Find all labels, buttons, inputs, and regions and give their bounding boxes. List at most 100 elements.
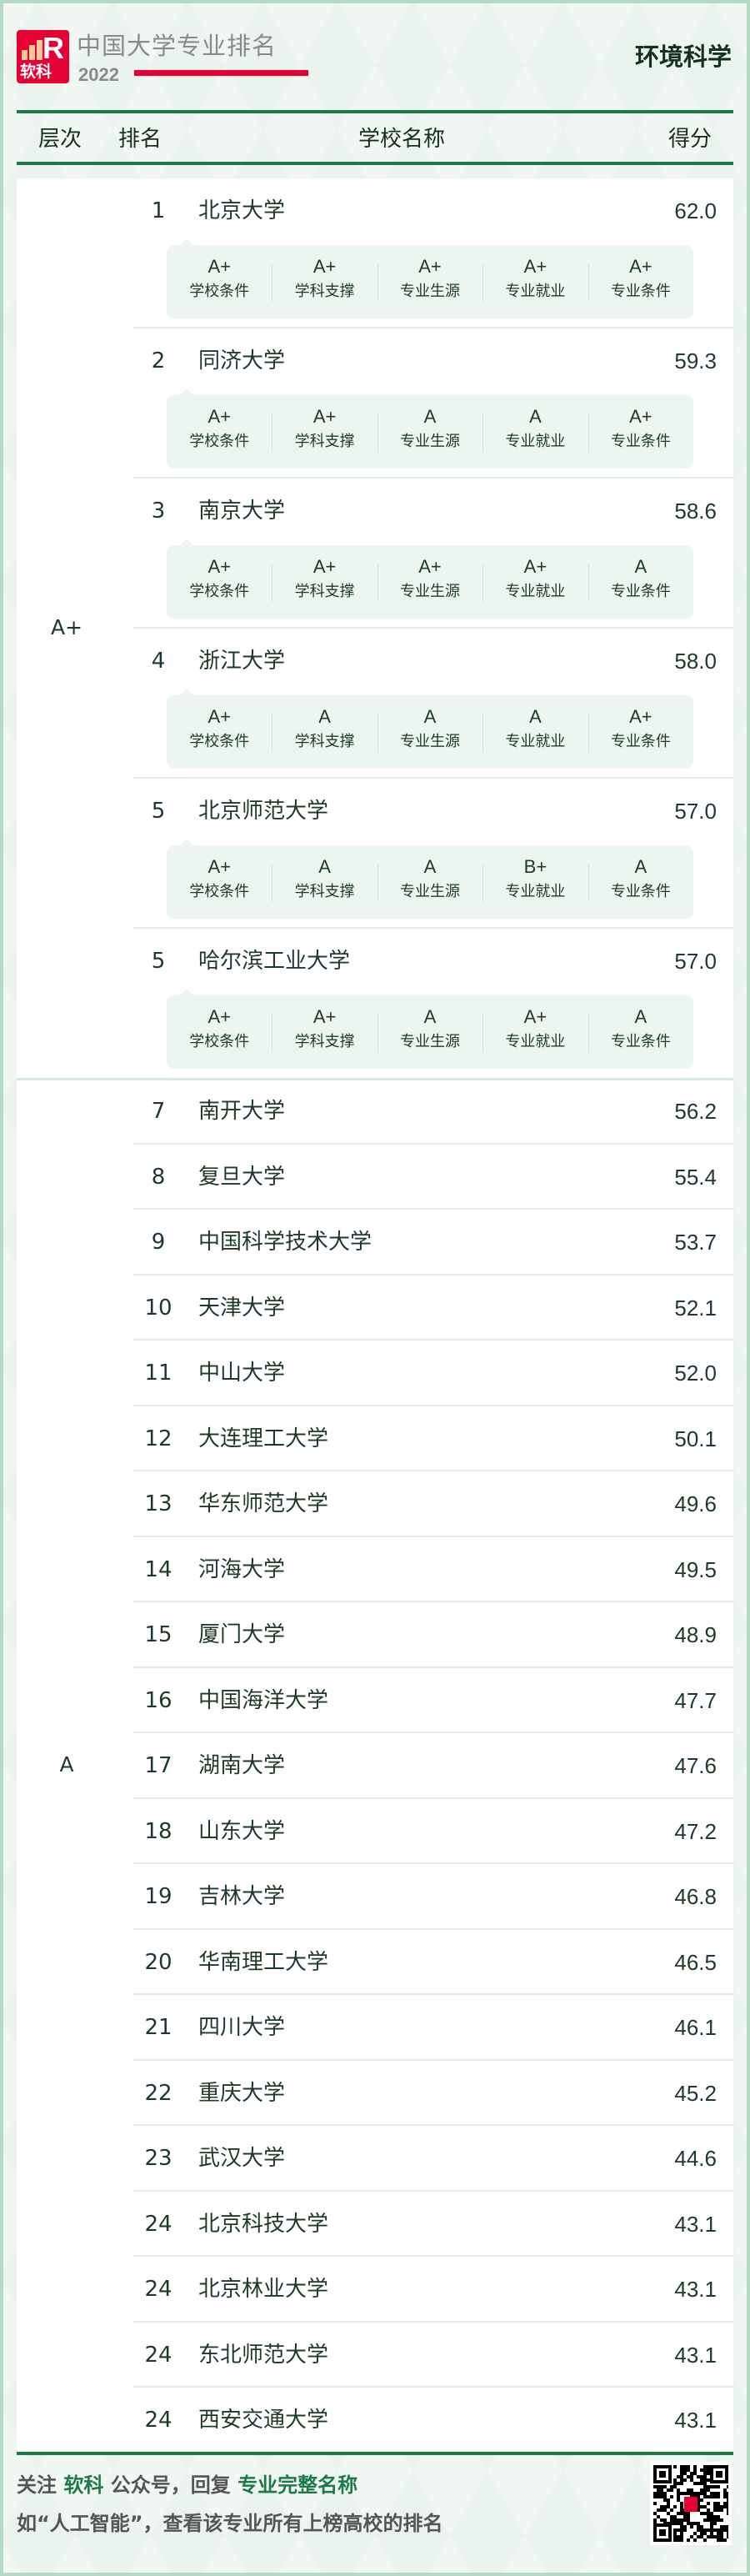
table-row[interactable]: 24 北京科技大学 43.1 [117, 2192, 733, 2257]
score: 46.5 [674, 1949, 717, 1975]
grade-item: A+ 专业条件 [588, 695, 693, 769]
table-row[interactable]: 7 南开大学 56.2 [117, 1079, 733, 1145]
rank: 19 [144, 1884, 172, 1909]
table-row[interactable]: 5 哈尔滨工业大学 57.0 A+ 学校条件 A+ 学科支撑 A 专业生源 A+ 专业就业 A 专业条件 [117, 929, 733, 1079]
school-name[interactable]: 湖南大学 [198, 1753, 286, 1778]
table-row[interactable]: 15 厦门大学 48.9 [117, 1602, 733, 1668]
grade-item: A+ 学校条件 [167, 695, 272, 769]
footer-line-1: 关注 软科 公众号，回复 专业完整名称 [17, 2473, 358, 2498]
rank: 5 [151, 799, 166, 824]
grade-item: A 专业条件 [588, 545, 693, 619]
score: 43.1 [674, 2342, 717, 2368]
school-name[interactable]: 四川大学 [198, 2015, 286, 2040]
brand-title: 中国大学专业排名 [77, 32, 278, 60]
row-divider [133, 1208, 733, 1210]
grade-label: 学科支撑 [294, 883, 355, 900]
school-name[interactable]: 北京科技大学 [198, 2211, 329, 2237]
school-name[interactable]: 吉林大学 [198, 1884, 286, 1909]
school-name[interactable]: 华东师范大学 [198, 1491, 329, 1516]
grade-item: A+ 学科支撑 [272, 245, 377, 318]
rank: 9 [151, 1230, 166, 1255]
table-row[interactable]: 24 东北师范大学 43.1 [117, 2323, 733, 2388]
grade-value: A+ [418, 556, 442, 577]
table-row[interactable]: 2 同济大学 59.3 A+ 学校条件 A+ 学科支撑 A 专业生源 A 专业就业 A+ 专业条件 [117, 328, 733, 479]
rank: 14 [144, 1556, 172, 1582]
school-name[interactable]: 哈尔滨工业大学 [198, 949, 351, 974]
grade-item: A 专业就业 [482, 695, 588, 769]
table-row[interactable]: 23 武汉大学 44.6 [117, 2126, 733, 2192]
table-row[interactable]: 14 河海大学 49.5 [117, 1537, 733, 1602]
table-row[interactable]: 9 中国科学技术大学 53.7 [117, 1210, 733, 1275]
grade-value: A [634, 556, 648, 577]
grade-label: 专业生源 [400, 733, 461, 750]
school-name[interactable]: 武汉大学 [198, 2146, 286, 2171]
school-name[interactable]: 中国科学技术大学 [198, 1230, 372, 1255]
footer-text-segment: 软科 [63, 2473, 104, 2497]
school-name[interactable]: 河海大学 [198, 1556, 286, 1582]
school-name[interactable]: 西安交通大学 [198, 2408, 329, 2433]
school-name[interactable]: 厦门大学 [198, 1622, 286, 1647]
school-name[interactable]: 天津大学 [198, 1295, 286, 1321]
table-row[interactable]: 1 北京大学 62.0 A+ 学校条件 A+ 学科支撑 A+ 专业生源 A+ 专业就业 A+ 专业条件 [117, 178, 733, 328]
table-row[interactable]: 24 西安交通大学 43.1 [117, 2388, 733, 2453]
table-row[interactable]: 16 中国海洋大学 47.7 [117, 1668, 733, 1733]
school-name[interactable]: 中国海洋大学 [198, 1687, 329, 1713]
grade-value: A+ [208, 856, 231, 877]
row-divider [133, 1993, 733, 1995]
table-row[interactable]: 17 湖南大学 47.6 [117, 1733, 733, 1799]
grade-item: A+ 学科支撑 [272, 545, 377, 619]
table-row[interactable]: 11 中山大学 52.0 [117, 1341, 733, 1406]
table-row[interactable]: 10 天津大学 52.1 [117, 1275, 733, 1341]
table-row[interactable]: 8 复旦大学 55.4 [117, 1145, 733, 1210]
grade-label: 学校条件 [189, 1033, 250, 1050]
table-row[interactable]: 13 华东师范大学 49.6 [117, 1471, 733, 1537]
grade-value: A+ [523, 256, 548, 277]
row-divider [133, 927, 733, 929]
grade-value: A+ [629, 256, 652, 277]
school-name[interactable]: 中山大学 [198, 1361, 286, 1386]
row-divider [133, 1470, 733, 1471]
table-row[interactable]: 20 华南理工大学 46.5 [117, 1930, 733, 1995]
grade-value: B+ [523, 856, 548, 877]
row-divider [133, 627, 733, 629]
school-name[interactable]: 南京大学 [198, 499, 286, 524]
table-row[interactable]: 5 北京师范大学 57.0 A+ 学校条件 A 学科支撑 A 专业生源 B+ 专业就业 A 专业条件 [117, 779, 733, 929]
school-name[interactable]: 南开大学 [198, 1099, 286, 1124]
table-row[interactable]: 19 吉林大学 46.8 [117, 1864, 733, 1930]
grade-label: 专业条件 [610, 283, 671, 300]
table-row[interactable]: 24 北京林业大学 43.1 [117, 2257, 733, 2323]
rank: 24 [144, 2211, 172, 2237]
table-row[interactable]: 12 大连理工大学 50.1 [117, 1406, 733, 1471]
table-row[interactable]: 22 重庆大学 45.2 [117, 2061, 733, 2126]
school-name[interactable]: 华南理工大学 [198, 1949, 329, 1975]
school-name[interactable]: 东北师范大学 [198, 2342, 329, 2368]
grade-value: A [634, 1006, 648, 1027]
row-divider [133, 1404, 733, 1406]
rank: 21 [144, 2015, 172, 2040]
school-name[interactable]: 重庆大学 [198, 2080, 286, 2106]
school-name[interactable]: 北京林业大学 [198, 2277, 329, 2302]
score: 57.0 [674, 949, 717, 974]
grade-value: A+ [418, 256, 442, 277]
table-row[interactable]: 18 山东大学 47.2 [117, 1799, 733, 1864]
grade-value: A [529, 706, 542, 727]
table-row[interactable]: 3 南京大学 58.6 A+ 学校条件 A+ 学科支撑 A+ 专业生源 A+ 专业就业 A 专业条件 [117, 479, 733, 629]
score: 47.7 [674, 1687, 717, 1713]
grade-panel: A+ 学校条件 A+ 学科支撑 A+ 专业生源 A+ 专业就业 A 专业条件 [167, 539, 693, 619]
score: 58.6 [674, 499, 717, 524]
score: 58.0 [674, 649, 717, 674]
school-name[interactable]: 北京师范大学 [198, 799, 329, 824]
school-name[interactable]: 山东大学 [198, 1818, 286, 1844]
rank: 24 [144, 2342, 172, 2368]
school-name[interactable]: 浙江大学 [198, 649, 286, 674]
school-name[interactable]: 复旦大学 [198, 1164, 286, 1190]
grade-value: A+ [208, 406, 231, 427]
school-name[interactable]: 同济大学 [198, 348, 286, 373]
table-row[interactable]: 21 四川大学 46.1 [117, 1995, 733, 2061]
school-name[interactable]: 北京大学 [198, 198, 286, 223]
table-row[interactable]: 4 浙江大学 58.0 A+ 学校条件 A 学科支撑 A 专业生源 A 专业就业 A+ 专业条件 [117, 629, 733, 779]
score: 57.0 [674, 799, 717, 824]
school-name[interactable]: 大连理工大学 [198, 1426, 329, 1451]
grade-value: A+ [523, 556, 548, 577]
brand-logo: R 软科 [17, 30, 69, 83]
